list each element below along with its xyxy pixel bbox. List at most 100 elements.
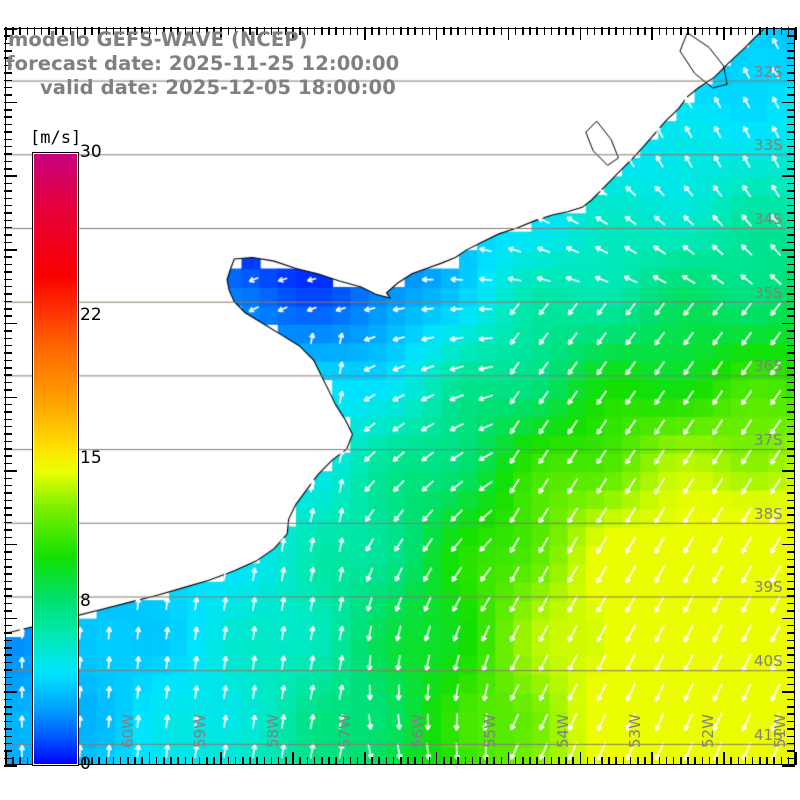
axis-tick [141, 757, 143, 765]
axis-tick [4, 190, 12, 192]
axis-tick [206, 757, 208, 765]
axis-tick [4, 57, 12, 59]
colorbar-tick-15: 15 [80, 448, 102, 468]
axis-tick [522, 27, 524, 35]
axis-tick [4, 448, 12, 450]
axis-tick [579, 752, 582, 765]
axis-tick [313, 757, 316, 765]
axis-tick [19, 27, 21, 35]
axis-tick [795, 752, 797, 765]
axis-tick [234, 27, 237, 35]
axis-tick [787, 514, 795, 516]
axis-tick [4, 610, 12, 612]
axis-tick [629, 27, 632, 35]
colorbar-gradient [32, 152, 79, 766]
lat-label-33S: 33S [754, 136, 783, 155]
axis-tick [737, 27, 740, 35]
axis-tick [787, 595, 795, 597]
axis-tick [4, 50, 12, 52]
axis-tick [4, 344, 12, 347]
colorbar-tick-0: 0 [80, 754, 91, 774]
axis-tick [637, 757, 639, 765]
axis-tick [392, 27, 395, 35]
axis-tick [787, 418, 795, 421]
axis-tick [651, 27, 653, 40]
axis-tick [105, 757, 108, 765]
axis-tick [622, 27, 625, 35]
axis-tick [687, 757, 689, 765]
axis-tick [4, 271, 12, 273]
axis-tick [19, 757, 21, 765]
axis-tick [4, 440, 12, 443]
lon-label-52W: 52W [698, 714, 717, 748]
axis-tick [356, 757, 359, 765]
axis-tick [787, 639, 795, 642]
axis-tick [730, 27, 732, 35]
wind-field-canvas[interactable] [6, 29, 794, 764]
axis-tick [787, 153, 795, 155]
axis-tick [4, 536, 12, 539]
axis-tick [787, 57, 795, 59]
axis-tick [716, 27, 718, 35]
axis-tick [507, 27, 510, 40]
axis-tick [787, 27, 790, 35]
axis-tick [4, 374, 12, 376]
axis-tick [680, 757, 682, 765]
axis-tick [421, 27, 424, 35]
axis-tick [4, 28, 17, 30]
axis-tick [4, 676, 12, 679]
axis-tick [507, 752, 510, 765]
axis-tick [184, 27, 187, 35]
axis-tick [163, 27, 165, 35]
axis-tick [98, 27, 100, 35]
axis-tick [349, 757, 352, 765]
axis-tick [787, 610, 795, 612]
axis-tick [4, 278, 12, 281]
axis-tick [782, 175, 795, 177]
axis-tick [4, 241, 12, 244]
axis-tick [493, 27, 495, 35]
map-plot-area[interactable]: 61W60W59W58W57W56W55W54W53W52W51W32S33S3… [5, 28, 795, 765]
axis-tick [529, 27, 531, 35]
axis-tick [787, 676, 795, 679]
lon-label-58W: 58W [263, 714, 282, 748]
axis-tick [787, 492, 795, 494]
axis-tick [787, 757, 790, 765]
axis-tick [62, 27, 64, 35]
axis-tick [435, 27, 438, 40]
axis-tick [4, 691, 17, 693]
axis-tick [464, 757, 467, 765]
axis-tick [500, 757, 503, 765]
axis-tick [4, 204, 12, 207]
axis-tick [277, 27, 280, 35]
axis-tick [787, 411, 795, 413]
axis-tick [665, 27, 668, 35]
axis-tick [220, 752, 222, 765]
axis-tick [651, 752, 653, 765]
axis-tick [536, 757, 538, 765]
axis-tick [134, 757, 136, 765]
axis-tick [787, 256, 795, 258]
axis-tick [787, 160, 795, 163]
axis-tick [285, 27, 287, 35]
axis-tick [4, 381, 12, 384]
axis-tick [572, 27, 574, 35]
axis-tick [787, 536, 795, 539]
axis-tick [780, 27, 783, 35]
axis-tick [615, 27, 617, 35]
axis-tick [787, 742, 795, 745]
axis-tick [787, 477, 795, 480]
colorbar[interactable] [32, 152, 79, 766]
axis-tick [4, 742, 12, 745]
axis-tick [787, 558, 795, 561]
axis-tick [5, 27, 7, 40]
axis-tick [787, 757, 795, 760]
axis-tick [356, 27, 359, 35]
axis-tick [787, 109, 795, 111]
axis-tick [787, 94, 795, 96]
axis-tick [593, 27, 596, 35]
axis-tick [4, 197, 12, 199]
axis-tick [665, 757, 668, 765]
axis-tick [716, 757, 718, 765]
